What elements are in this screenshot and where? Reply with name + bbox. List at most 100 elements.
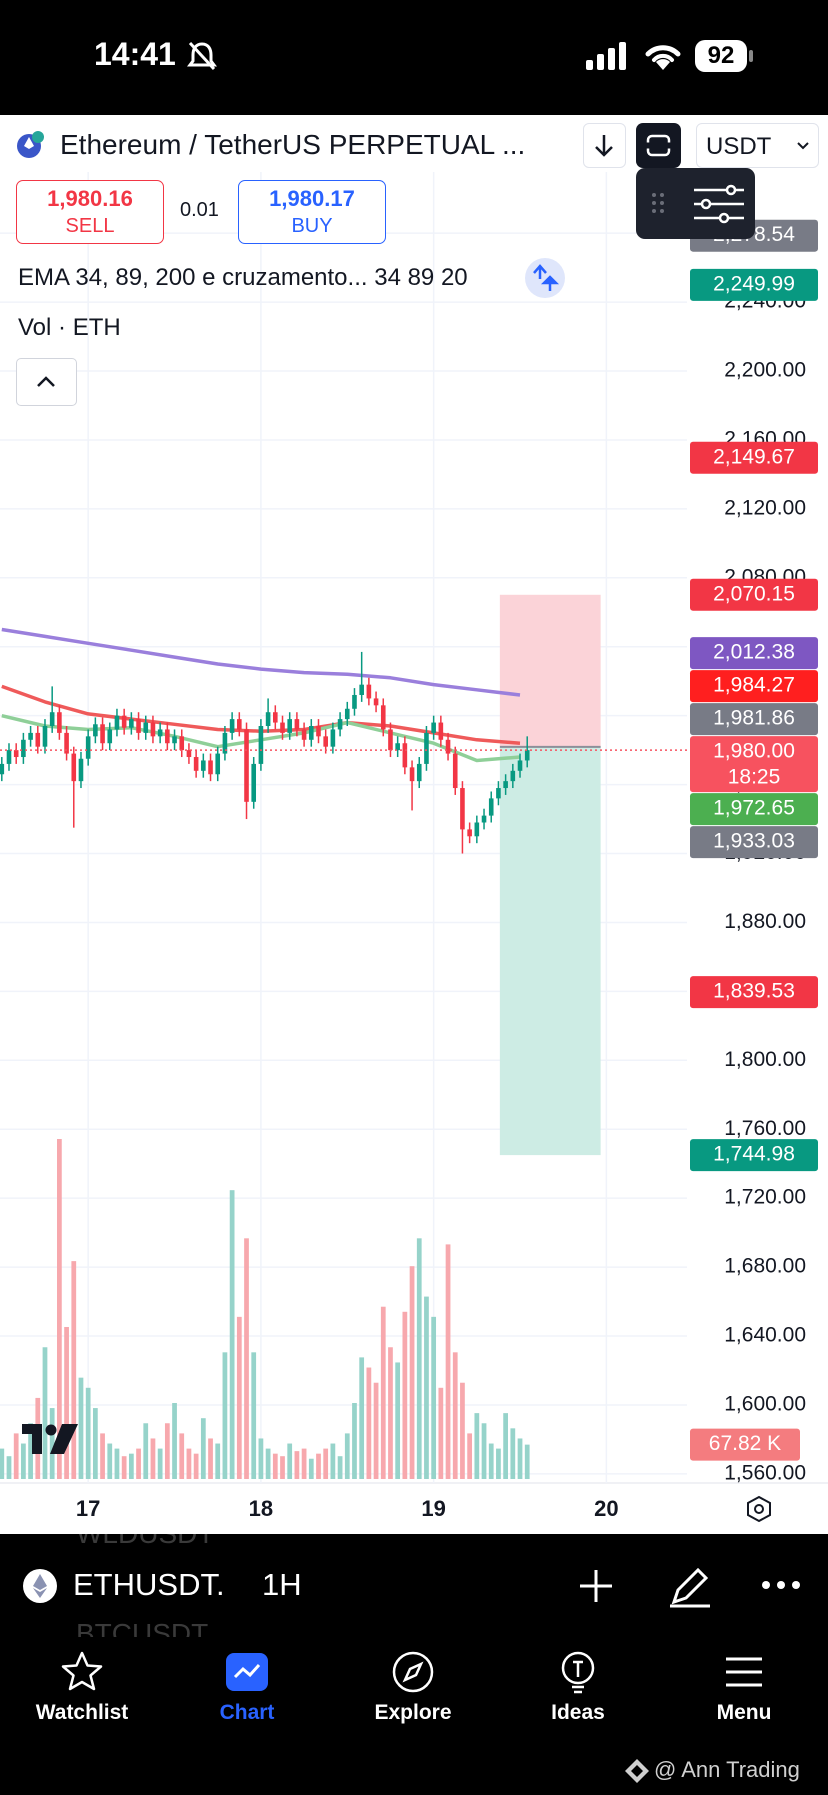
candle-body [359,684,364,695]
candle-body [424,732,429,764]
previous-symbol[interactable]: WLDUSDT [76,1534,214,1550]
candle-body [237,719,242,730]
buy-price: 1,980.17 [269,186,355,211]
volume-bar [179,1433,185,1479]
candle-body [136,719,141,733]
volume-bar [64,1326,69,1479]
volume-bar [287,1443,293,1479]
next-symbol[interactable]: BTCUSDT [76,1618,209,1637]
y-tick-label: 1,880.00 [724,910,806,933]
currency-dropdown[interactable]: USDT [696,123,819,168]
candle-body [258,726,264,764]
volume-bar [280,1456,285,1479]
draw-button[interactable] [668,1564,712,1608]
symbol-title[interactable]: Ethereum / TetherUS PERPETUAL ... [60,129,526,160]
tab-label: Menu [716,1701,772,1724]
y-tick-label: 2,120.00 [724,496,806,519]
candle-body [107,729,113,744]
download-button[interactable] [583,123,626,168]
add-button[interactable] [578,1568,614,1604]
volume-bar [143,1423,149,1479]
watermark: @ Ann Trading [654,1757,800,1782]
sell-button[interactable]: 1,980.16 SELL [16,180,164,244]
volume-tag-label: 67.82 K [709,1432,781,1455]
tab-ideas[interactable]: Ideas [503,1637,653,1752]
price-tag-label: 2,149.67 [713,445,795,468]
candle-body [273,712,278,723]
volume-bar [380,1306,386,1479]
price-tag [690,441,818,474]
candle-body [431,722,436,733]
volume-bar [330,1443,336,1479]
volume-bar [467,1433,473,1479]
candle-body [445,739,451,754]
candle-body [308,726,314,740]
clock: 14:41 [94,36,176,72]
candle-body [129,719,134,728]
sell-price: 1,980.16 [47,186,133,211]
volume-bar [301,1448,307,1479]
x-tick-label: 20 [594,1496,618,1521]
collapse-button[interactable] [16,358,77,406]
volume-bar [193,1453,199,1479]
volume-bar [438,1387,444,1479]
price-tag-label: 1,984.27 [713,674,795,697]
volume-bar [0,1448,5,1479]
logo [22,1424,78,1454]
price-tag-label: 1,980.00 [713,740,795,763]
candle-body [409,767,415,782]
tab-explore[interactable]: Explore [338,1637,488,1752]
candle-body [35,732,41,747]
volume-bar [294,1451,300,1479]
candle-body [395,743,400,751]
candle-body [28,732,33,740]
fullscreen-button[interactable] [636,123,681,168]
volume-bar [107,1443,113,1479]
price-tag [690,793,818,826]
price-tag [690,637,818,670]
interval[interactable]: 1H [262,1567,302,1602]
candle-body [114,715,120,730]
candle-body [78,758,84,782]
candle-body [165,729,170,744]
candle-body [380,705,386,730]
candle-body [510,770,516,782]
y-tick-label: 1,560.00 [724,1461,806,1484]
countdown: 18:25 [728,766,781,789]
y-tick-label: 2,200.00 [724,359,806,382]
candle-body [366,684,372,699]
tab-chart[interactable]: Chart [172,1637,322,1752]
settings-icon[interactable] [744,1494,774,1524]
candle-body [301,729,307,740]
more-button[interactable] [760,1578,802,1592]
volume-bar [6,1456,12,1479]
price-tag [690,703,818,736]
volume-bar [172,1402,177,1479]
volume-bar [517,1438,523,1479]
buy-label: BUY [291,215,333,237]
volume-bar [157,1448,163,1479]
tab-bar [0,1637,828,1795]
x-tick-label: 17 [76,1496,100,1521]
volume-bar [13,1433,19,1479]
tab-watchlist[interactable]: Watchlist [7,1637,157,1752]
volume-bar [524,1444,530,1479]
price-tag [690,736,818,793]
silent-icon [187,41,217,71]
volume-bar [445,1244,451,1479]
volume-bar [92,1408,98,1479]
y-tick-label: 1,720.00 [724,1186,806,1209]
floating-toolbar[interactable] [636,168,755,239]
volume-bar [431,1316,437,1479]
symbol[interactable]: ETHUSDT. [73,1567,225,1602]
candle-body [150,722,156,737]
buy-button[interactable]: 1,980.17 BUY [238,180,386,244]
price-tag-label: 2,012.38 [713,641,795,664]
time-axis [0,1483,828,1534]
swap-icon[interactable] [524,257,566,299]
candle-body [215,753,221,775]
tab-menu[interactable]: Menu [669,1637,819,1752]
indicator-legend[interactable]: EMA 34, 89, 200 e cruzamento... 34 89 20 [18,264,468,292]
candle-body [503,781,508,789]
tab-label: Chart [219,1701,275,1724]
